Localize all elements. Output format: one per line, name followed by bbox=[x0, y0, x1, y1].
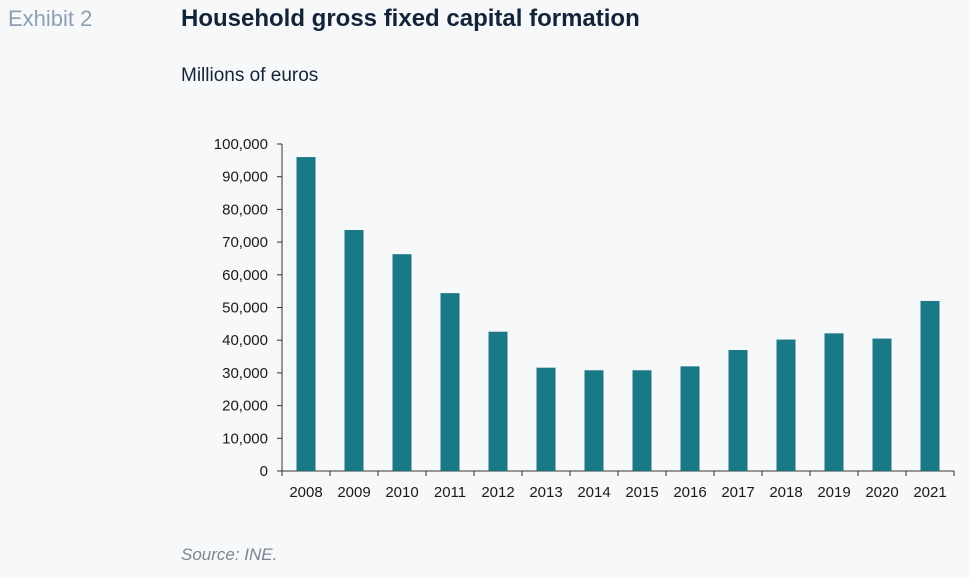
x-tick-label: 2010 bbox=[385, 484, 418, 501]
x-tick-label: 2016 bbox=[673, 484, 706, 501]
y-tick-label: 40,000 bbox=[222, 332, 268, 349]
y-tick-label: 30,000 bbox=[222, 365, 268, 382]
y-tick-label: 50,000 bbox=[222, 300, 268, 317]
y-tick-label: 70,000 bbox=[222, 234, 268, 251]
x-tick-label: 2009 bbox=[337, 484, 370, 501]
x-tick-label: 2011 bbox=[434, 484, 466, 501]
bar-2013 bbox=[536, 367, 556, 471]
bar-2015 bbox=[632, 370, 652, 471]
x-tick-label: 2021 bbox=[913, 484, 946, 501]
bar-2018 bbox=[776, 339, 796, 471]
x-tick-label: 2014 bbox=[577, 484, 610, 501]
bar-2008 bbox=[296, 157, 316, 471]
x-axis: 2008 2009 2010 2011 2012 2013 2014 2015 2016 2017… bbox=[281, 470, 955, 501]
bar-2014 bbox=[584, 370, 604, 471]
bar-2010 bbox=[392, 254, 412, 471]
y-tick-label: 10,000 bbox=[222, 430, 268, 447]
x-tick-label: 2013 bbox=[529, 484, 562, 501]
bar-2021 bbox=[920, 300, 940, 471]
exhibit-label: Exhibit 2 bbox=[8, 6, 93, 31]
bar-2017 bbox=[728, 350, 748, 471]
bar-2016 bbox=[680, 366, 700, 471]
y-tick-label: 60,000 bbox=[222, 267, 268, 284]
chart-title: Household gross fixed capital formation bbox=[181, 5, 640, 32]
bar-2020 bbox=[872, 338, 892, 471]
y-tick-label: 100,000 bbox=[214, 136, 268, 153]
y-tick-label: 20,000 bbox=[222, 398, 268, 415]
x-tick-label: 2020 bbox=[865, 484, 898, 501]
x-tick-label: 2008 bbox=[289, 484, 322, 501]
x-tick-label: 2018 bbox=[769, 484, 802, 501]
y-tick-label: 90,000 bbox=[222, 169, 268, 186]
y-axis: 0 10,000 20,000 30,000 40,000 50,000 60,000 70,… bbox=[214, 136, 283, 480]
y-tick-label: 0 bbox=[260, 463, 268, 480]
chart-subtitle: Millions of euros bbox=[181, 65, 319, 86]
source-note: Source: INE. bbox=[181, 545, 278, 564]
bar-2019 bbox=[824, 333, 844, 471]
x-tick-label: 2019 bbox=[817, 484, 850, 501]
x-tick-label: 2012 bbox=[481, 484, 514, 501]
bar-2011 bbox=[440, 293, 460, 471]
x-tick-label: 2015 bbox=[625, 484, 658, 501]
x-tick-label: 2017 bbox=[721, 484, 754, 501]
bar-2009 bbox=[344, 230, 364, 471]
bar-2012 bbox=[488, 331, 508, 471]
bars bbox=[296, 157, 940, 471]
y-tick-label: 80,000 bbox=[222, 201, 268, 218]
